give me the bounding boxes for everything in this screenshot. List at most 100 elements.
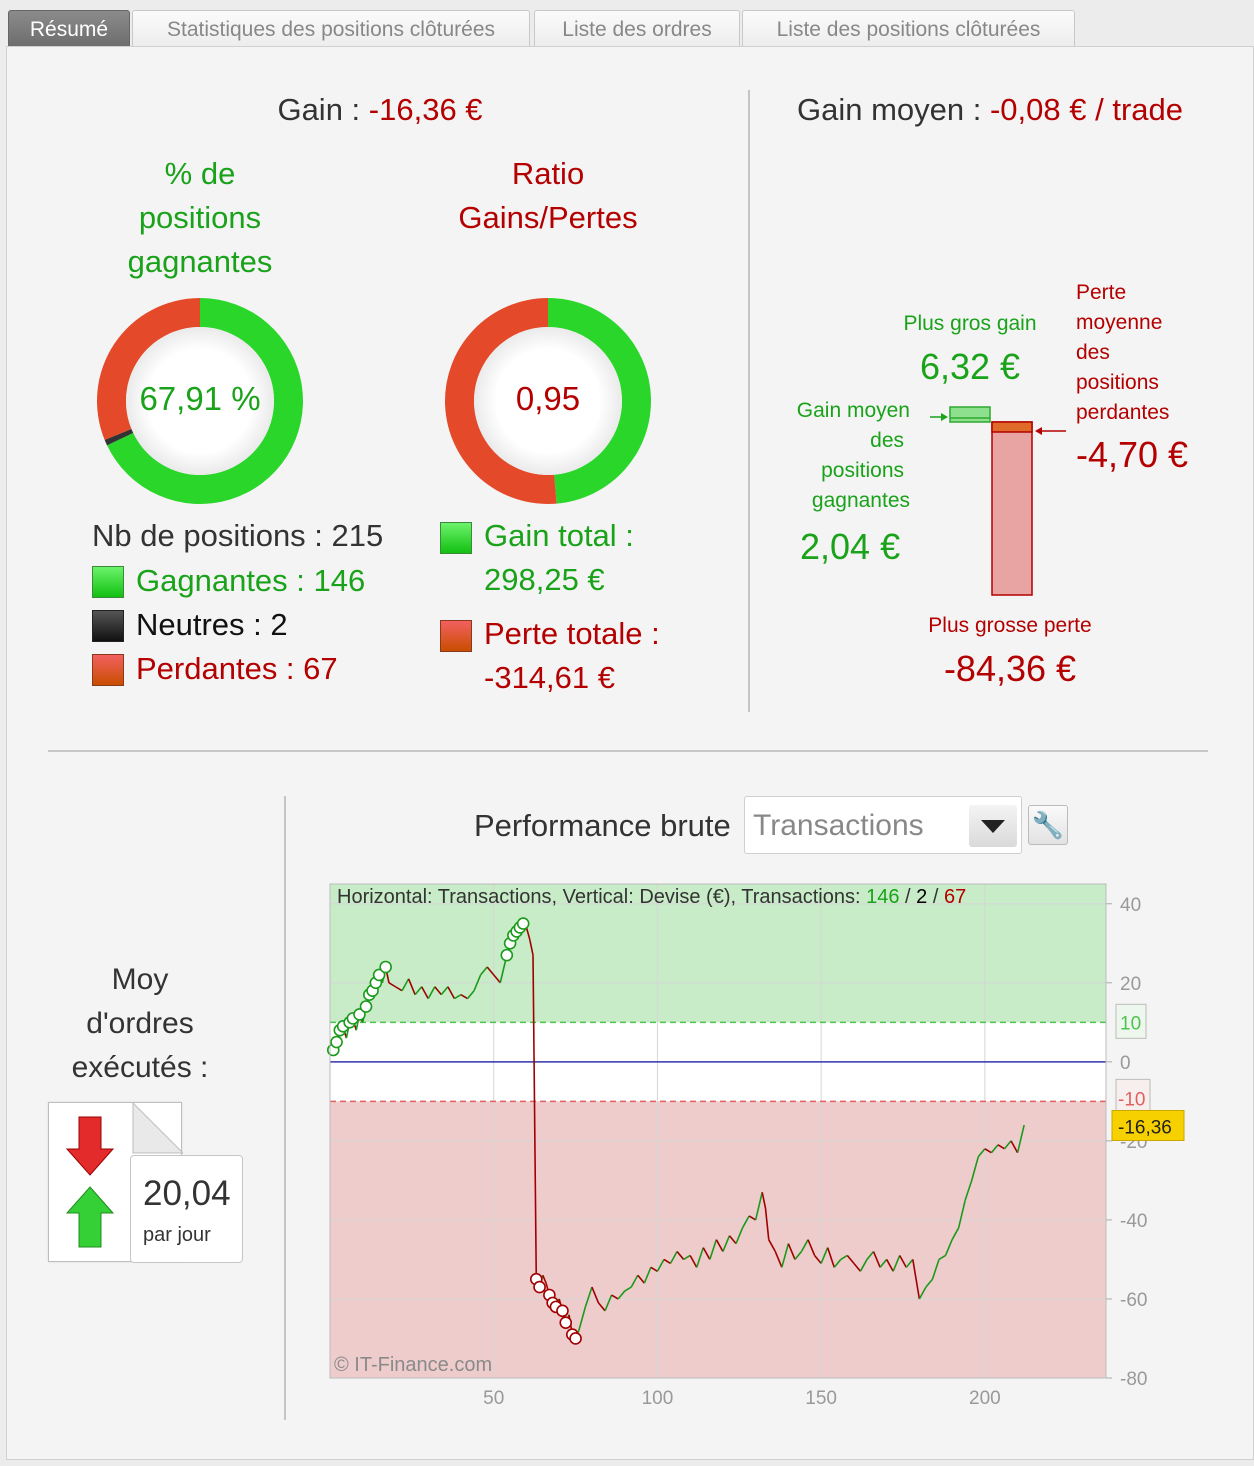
series-segment-25 [434, 986, 442, 996]
series-segment-19 [395, 986, 403, 992]
win-pct-donut-segment-neutral [104, 428, 134, 446]
total-loss-swatch [440, 620, 472, 652]
biggest-loss-value: -84,36 € [943, 648, 1077, 689]
series-segment-106 [885, 1259, 894, 1272]
series-segment-101 [853, 1262, 862, 1272]
series-segment-113 [931, 1259, 940, 1280]
series-segment-85 [754, 1192, 763, 1221]
series-segment-22 [414, 986, 423, 996]
avg-loss-label-line1: Perte [1076, 281, 1127, 304]
avg-win-label-line2: des [870, 429, 904, 452]
chart-header-prefix: Horizontal: Transactions, Vertical: Devi… [337, 886, 867, 908]
performance-axis-select-value: Transactions [753, 809, 924, 842]
series-segment-42 [525, 927, 531, 940]
avg-loss-label: Perte moyenne des positions perdantes [1076, 278, 1169, 428]
nb-positions: Nb de positions : 215 [92, 518, 384, 553]
series-segment-64 [617, 1290, 626, 1300]
series-segment-23 [420, 986, 429, 999]
series-segment-100 [846, 1254, 855, 1264]
total-gain-value: 298,25 € [484, 562, 605, 597]
chevron-down-icon[interactable] [969, 805, 1017, 847]
tab-closed-positions-stats[interactable]: Statistiques des positions clôturées [132, 10, 530, 48]
lower-zone [330, 1101, 1106, 1378]
series-segment-112 [925, 1278, 934, 1288]
series-segment-115 [944, 1239, 953, 1256]
upper-threshold-box [1115, 1003, 1147, 1039]
upper-threshold-label: 10 [1120, 1013, 1141, 1034]
series-segment-96 [820, 1247, 829, 1264]
series-segment-125 [1010, 1140, 1019, 1154]
series-segment-99 [840, 1254, 848, 1261]
performance-axis-select[interactable]: Transactions [744, 796, 1022, 854]
neutrals-swatch [92, 610, 124, 642]
arrow-up-icon [65, 1186, 115, 1248]
y-tick-label-0: 0 [1120, 1053, 1131, 1074]
series-segment-126 [1016, 1124, 1025, 1153]
series-segment-30 [466, 990, 475, 1000]
series-segment-117 [957, 1199, 966, 1229]
series-segment-73 [676, 1251, 685, 1260]
total-gain-swatch [440, 522, 472, 554]
series-segment-109 [905, 1258, 914, 1268]
series-segment-108 [899, 1255, 907, 1268]
biggest-gain-label: Plus gros gain [903, 312, 1037, 335]
plot-frame [329, 883, 1107, 1379]
series-segment-83 [741, 1215, 750, 1229]
bottom-divider [284, 796, 286, 1420]
chart-header-sep2: / [927, 886, 944, 908]
avg-loss-label-line4: positions [1076, 371, 1159, 394]
series-segment-69 [650, 1266, 658, 1272]
series-segment-32 [479, 966, 488, 976]
series-segment-82 [735, 1227, 744, 1244]
series-segment-79 [715, 1239, 724, 1252]
series-segment-66 [630, 1274, 639, 1288]
series-segment-77 [702, 1247, 711, 1260]
series-segment-62 [604, 1294, 613, 1312]
series-segment-90 [781, 1243, 790, 1268]
series-segment-63 [611, 1294, 619, 1300]
low-marker-56 [569, 1332, 582, 1345]
series-segment-18 [388, 982, 396, 988]
low-marker-52 [556, 1304, 569, 1318]
series-segment-80 [722, 1235, 731, 1252]
tab-closed-positions-list[interactable]: Liste des positions clôturées [742, 10, 1075, 48]
avg-gain-label: Gain moyen : [797, 92, 990, 127]
current-value-box [1111, 1109, 1185, 1141]
high-marker-10 [359, 1000, 373, 1013]
tab-resume[interactable]: Résumé [8, 10, 130, 48]
x-tick-label-50: 50 [483, 1388, 504, 1409]
wrench-icon[interactable]: 🔧 [1028, 805, 1068, 845]
gain-value: -16,36 € [368, 92, 483, 127]
chart-header-neutral: 2 [916, 886, 928, 908]
donut-charts [96, 298, 652, 504]
upper-zone [330, 884, 1106, 1023]
series-segment-88 [768, 1239, 776, 1252]
low-marker-45 [533, 1280, 546, 1294]
chart-header-win: 146 [866, 886, 900, 908]
series-segment-124 [1003, 1140, 1012, 1150]
series-segment-95 [813, 1254, 822, 1264]
series-segment-110 [912, 1259, 921, 1300]
series-segment-107 [892, 1255, 901, 1272]
series-segment-111 [918, 1286, 927, 1300]
orders-title-line2: d'ordres [86, 1007, 194, 1040]
series-segment-58 [578, 1306, 587, 1331]
avg-gain-value: -0,08 € / trade [989, 92, 1183, 127]
orders-title: Moy d'ordres exécutés : [40, 958, 240, 1090]
series-segment-116 [951, 1227, 960, 1241]
series-segment-67 [637, 1274, 645, 1284]
orders-value: 20,04 [143, 1174, 231, 1213]
avg-win-label-line3: positions [821, 459, 904, 482]
series-segment-123 [997, 1144, 1005, 1150]
series-segment-84 [748, 1215, 757, 1221]
chart-header: Horizontal: Transactions, Vertical: Devi… [337, 886, 966, 909]
low-marker-53 [559, 1316, 573, 1329]
orders-document-graphic [65, 1101, 185, 1248]
series-segment-97 [826, 1247, 835, 1268]
series-segment-75 [689, 1255, 698, 1268]
tab-orders-list[interactable]: Liste des ordres [534, 10, 740, 48]
ratio-value: 0,95 [515, 380, 581, 417]
avg-loss-label-line2: moyenne [1076, 311, 1163, 334]
ratio-title-line1: Ratio [511, 156, 585, 191]
y-tick-label-40: 40 [1120, 895, 1141, 916]
